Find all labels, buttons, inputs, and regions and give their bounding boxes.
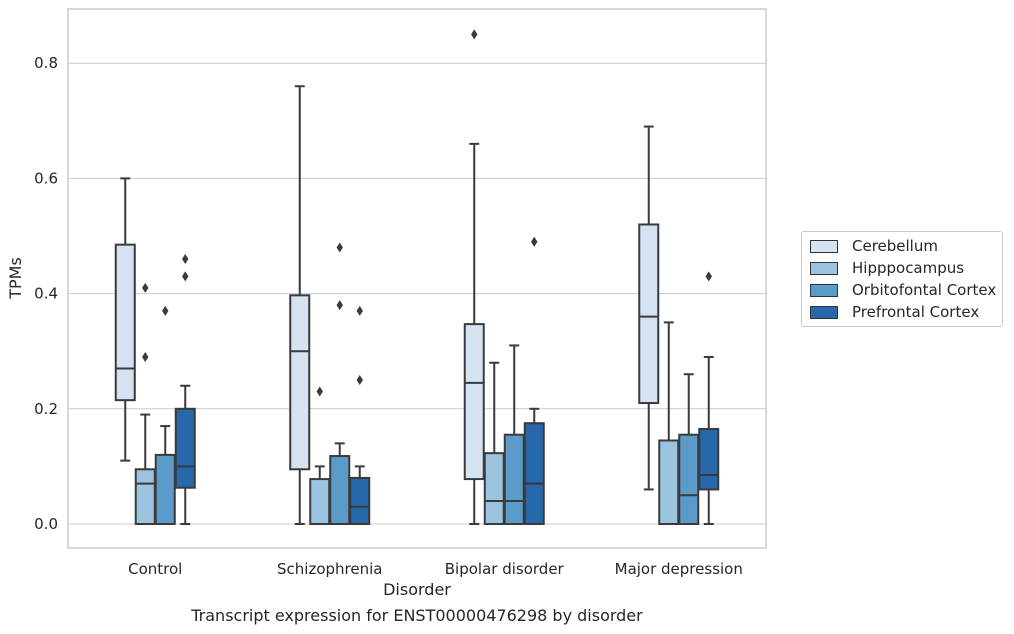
box	[678, 433, 700, 525]
axes: 0.0 0.2 0.4 0.6 0.8 Control Schizophrenia Bipol…	[34, 8, 767, 578]
box-group	[134, 282, 156, 525]
box-group	[638, 125, 660, 491]
outlier-point	[142, 282, 149, 293]
legend-item-hippocampus: Hipppocampus	[810, 258, 964, 278]
outlier-point	[182, 271, 189, 282]
y-tick-label: 0.8	[34, 54, 58, 72]
box-group	[289, 85, 311, 525]
box-group	[154, 305, 176, 526]
y-tick-label: 0.6	[34, 169, 58, 187]
box-series	[114, 29, 720, 526]
x-tick-label: Control	[128, 560, 182, 578]
box-group	[349, 305, 371, 526]
legend-item-cerebellum: Cerebellum	[810, 236, 938, 256]
outlier-point	[531, 236, 538, 247]
outlier-point	[142, 351, 149, 362]
box	[349, 476, 371, 526]
box	[309, 478, 331, 525]
outlier-point	[316, 386, 323, 397]
outlier-point	[705, 271, 712, 282]
legend-label: Cerebellum	[852, 237, 938, 255]
x-tick-label: Schizophrenia	[277, 560, 382, 578]
box-group	[678, 373, 700, 525]
x-tick-label: Major depression	[615, 560, 743, 578]
box	[698, 427, 720, 491]
outlier-point	[182, 254, 189, 265]
plot-frame	[67, 8, 767, 549]
box	[174, 407, 196, 489]
box	[463, 323, 485, 481]
outlier-point	[336, 300, 343, 311]
legend-swatch	[810, 239, 838, 253]
box	[329, 455, 351, 526]
box	[134, 468, 156, 525]
legend-item-prefrontal: Prefrontal Cortex	[810, 302, 979, 322]
x-axis-label: Disorder	[383, 580, 451, 599]
box-group	[329, 242, 351, 526]
legend: Cerebellum Hipppocampus Orbitofontal Cor…	[801, 231, 1003, 327]
box-group	[503, 344, 525, 525]
box	[523, 422, 545, 526]
box-group	[523, 236, 545, 526]
box	[483, 452, 505, 526]
x-tick-label: Bipolar disorder	[445, 560, 565, 578]
chart-caption: Transcript expression for ENST0000047629…	[191, 606, 643, 625]
box	[154, 453, 176, 526]
y-tick-label: 0.2	[34, 400, 58, 418]
box	[503, 433, 525, 525]
box-group	[698, 271, 720, 525]
legend-label: Hipppocampus	[852, 259, 965, 277]
legend-item-orbitofrontal: Orbitofontal Cortex	[810, 280, 996, 300]
box-group	[309, 386, 331, 525]
outlier-point	[356, 375, 363, 385]
box-group	[114, 177, 136, 462]
outlier-point	[162, 305, 169, 316]
outlier-point	[471, 29, 478, 40]
legend-swatch	[810, 305, 838, 319]
box	[638, 223, 660, 405]
box-group	[658, 321, 680, 526]
legend-swatch	[810, 261, 838, 275]
legend-swatch	[810, 283, 838, 297]
box-group	[174, 254, 196, 525]
box	[114, 243, 136, 402]
box	[658, 439, 680, 526]
outlier-point	[356, 305, 363, 316]
outlier-point	[336, 242, 343, 253]
y-axis-label: TPMs	[6, 257, 25, 300]
box	[289, 294, 311, 471]
box-group	[463, 29, 485, 525]
box-group	[483, 361, 505, 526]
legend-label: Orbitofontal Cortex	[852, 281, 997, 299]
y-tick-label: 0.0	[34, 515, 58, 533]
y-tick-label: 0.4	[34, 285, 58, 303]
legend-label: Prefrontal Cortex	[852, 303, 980, 321]
